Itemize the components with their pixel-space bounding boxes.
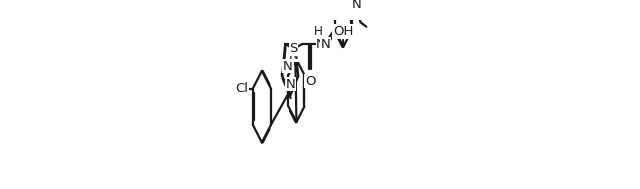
Text: N: N <box>351 0 362 11</box>
Text: O: O <box>305 75 316 88</box>
Text: N: N <box>283 60 293 73</box>
Text: N: N <box>321 38 331 51</box>
Text: N: N <box>316 38 326 51</box>
Text: Cl: Cl <box>235 82 248 95</box>
Text: S: S <box>289 42 298 55</box>
Text: OH: OH <box>333 25 353 38</box>
Text: H: H <box>314 25 323 38</box>
Text: N: N <box>285 77 295 91</box>
Text: N: N <box>289 49 299 62</box>
